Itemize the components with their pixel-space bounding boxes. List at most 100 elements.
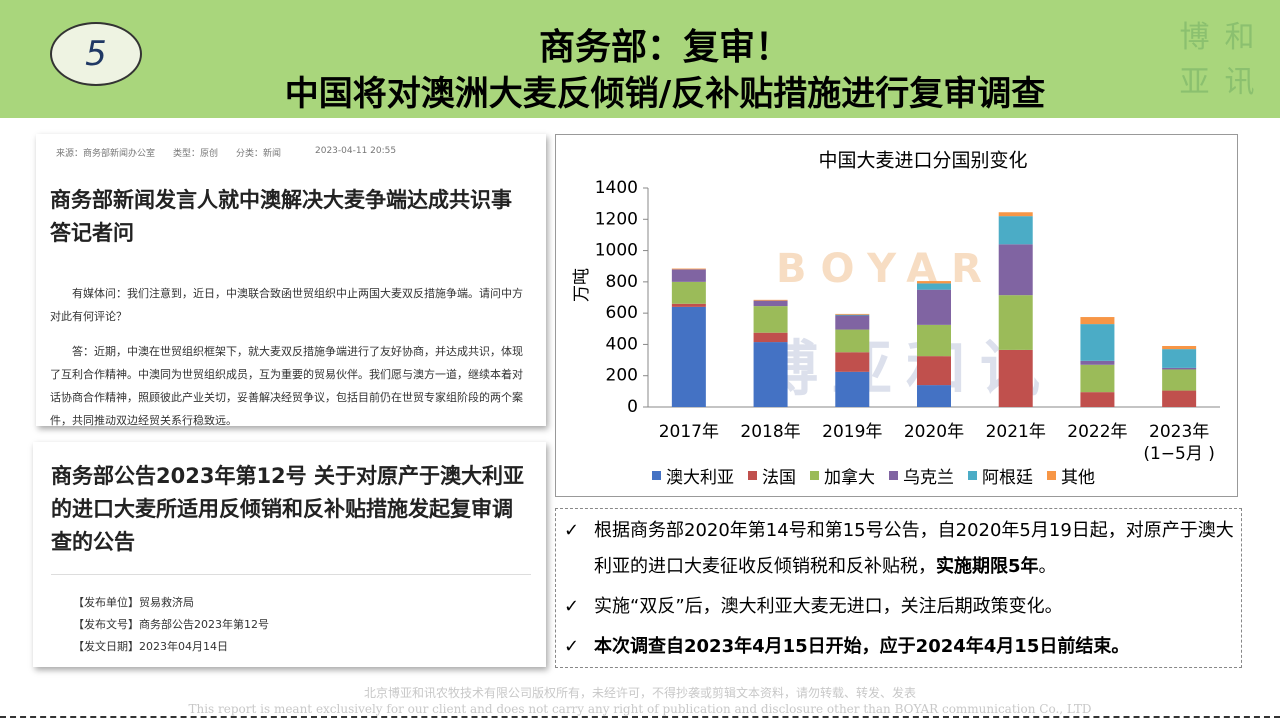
bar-segment [753, 300, 788, 307]
field: 【发布文号】商务部公告2023年第12号 [73, 618, 269, 631]
bar-segment [998, 212, 1033, 217]
bar-segment [1162, 367, 1197, 370]
logo-char: 亚 [1179, 65, 1210, 100]
y-axis-label: 万吨 [572, 268, 592, 302]
legend-swatch [810, 471, 819, 480]
bar-segment [835, 371, 870, 407]
paragraph: 答：近期，中澳在世贸组织框架下，就大麦双反措施争端进行了友好协商，并达成共识，体… [50, 345, 523, 426]
bar-segment [998, 295, 1033, 350]
legend-label: 其他 [1061, 468, 1095, 488]
legend-item: 其他 [1047, 463, 1095, 488]
chart-title: 中国大麦进口分国别变化 [818, 150, 1027, 172]
bar-segment [917, 281, 951, 284]
note-text: 根据商务部2020年第14号和第15号公告，自2020年5月19日起，对原产于澳… [594, 520, 1234, 577]
bar-segment [835, 314, 870, 316]
x-tick-label: 2021年 [985, 422, 1046, 442]
bar-segment [1162, 345, 1197, 350]
y-tick-label: 0 [627, 397, 638, 417]
header-bar [0, 0, 1280, 118]
bar-segment [753, 342, 788, 407]
article-screenshot: 来源：商务部新闻办公室 类型：原创 分类：新闻 2023-04-11 20:55… [36, 134, 546, 426]
bar-segment [998, 216, 1033, 245]
legend-item: 澳大利亚 [652, 463, 734, 488]
legend-swatch [968, 471, 977, 480]
note-text: 实施期限5年 [936, 556, 1039, 577]
y-tick-label: 1200 [595, 209, 638, 229]
note-text: 实施“双反”后，澳大利亚大麦无进口，关注后期政策变化。 [594, 596, 1063, 617]
notice-screenshot: 商务部公告2023年第12号 关于对原产于澳大利亚的进口大麦所适用反倾销和反补贴… [33, 442, 546, 667]
x-tick-label: 2018年 [740, 422, 801, 442]
bar-segment [1080, 364, 1115, 393]
bar-segment [671, 306, 706, 407]
field: 【发布单位】贸易救济局 [73, 596, 194, 609]
article-body: 有媒体问：我们注意到，近日，中澳联合致函世贸组织中止两国大麦双反措施争端。请问中… [50, 282, 532, 426]
bar-segment [1080, 392, 1115, 407]
bar-segment [917, 289, 951, 325]
bar-segment [998, 244, 1033, 296]
legend-label: 乌克兰 [903, 468, 954, 488]
x-tick-label: 2017年 [658, 422, 719, 442]
bottom-rule [0, 716, 1280, 718]
logo: 博和亚讯 [1172, 12, 1262, 102]
legend-item: 加拿大 [810, 463, 875, 488]
legend-swatch [1047, 471, 1056, 480]
bar-segment [917, 283, 951, 290]
bar-segment [835, 313, 870, 315]
bar-segment [671, 303, 706, 307]
legend-label: 澳大利亚 [666, 468, 734, 488]
subtitle: 中国将对澳洲大麦反倾销/反补贴措施进行复审调查 [284, 74, 1046, 114]
notes-box: ✓ 根据商务部2020年第14号和第15号公告，自2020年5月19日起，对原产于… [555, 508, 1242, 668]
bar-segment [671, 269, 706, 282]
bar-segment [1162, 349, 1197, 368]
bar-segment [917, 356, 951, 386]
chart: BOYAR 博亚和讯 中国大麦进口分国别变化 万吨 0 200 400 600 800 1… [572, 150, 1220, 417]
legend-swatch [652, 471, 661, 480]
legend-label: 阿根廷 [982, 468, 1033, 488]
bar-segment [835, 352, 870, 372]
bar-segment [835, 329, 870, 353]
bar-segment [998, 349, 1033, 407]
legend-swatch [748, 471, 757, 480]
bar-segment [671, 281, 706, 304]
paragraph: 有媒体问：我们注意到，近日，中澳联合致函世贸组织中止两国大麦双反措施争端。请问中… [50, 287, 523, 323]
y-tick-label: 200 [606, 366, 638, 386]
title: 商务部：复审！ [538, 27, 791, 68]
legend-label: 加拿大 [824, 468, 875, 488]
logo-char: 讯 [1224, 65, 1255, 100]
y-tick-label: 800 [606, 272, 638, 292]
divider [51, 574, 531, 575]
bar-segment [1162, 390, 1197, 407]
notice-heading: 商务部公告2023年第12号 关于对原产于澳大利亚的进口大麦所适用反倾销和反补贴… [51, 464, 524, 554]
x-tick-label: 2020年 [903, 422, 965, 442]
note: ✓ 根据商务部2020年第14号和第15号公告，自2020年5月19日起，对原产于… [556, 513, 1237, 585]
x-tick-label: 2023年 (1−5月 ) [1143, 422, 1215, 464]
footer-en: This report is meant exclusively for our… [188, 702, 1092, 716]
bar-segment [753, 306, 788, 333]
legend: 澳大利亚 法国 加拿大 乌克兰 阿根廷 其他 [652, 463, 1095, 488]
bar-segment [753, 299, 788, 301]
legend-item: 乌克兰 [889, 463, 954, 488]
bar-segment [753, 332, 788, 343]
note: ✓ 实施“双反”后，澳大利亚大麦无进口，关注后期政策变化。 [556, 589, 1237, 625]
legend-label: 法国 [762, 468, 796, 488]
y-tick-label: 600 [606, 303, 638, 323]
slide-number: 5 [50, 22, 142, 86]
check-mark: ✓ [564, 520, 580, 541]
bar-segment [917, 324, 951, 357]
article-date: 2023-04-11 20:55 [315, 146, 397, 156]
check-mark: ✓ [564, 596, 580, 617]
article-heading: 商务部新闻发言人就中澳解决大麦争端达成共识事答记者问 [50, 188, 512, 245]
footer-cn: 北京博亚和讯农牧技术有限公司版权所有，未经许可，不得抄袭或剪辑文本资料，请勿转载… [363, 686, 916, 700]
note-text: 本次调查自2023年4月15日开始，应于2024年4月15日前结束。 [594, 636, 1130, 657]
y-tick-label: 400 [606, 334, 638, 354]
bar-segment [1080, 324, 1115, 361]
x-tick-label: 2019年 [822, 422, 883, 442]
x-tick-label: 2022年 [1067, 422, 1128, 442]
bar-segment [1080, 317, 1115, 325]
watermark: 博亚和讯 [758, 335, 1054, 405]
logo-char: 和 [1224, 20, 1255, 55]
notice-fields: 【发布单位】贸易救济局 【发布文号】商务部公告2023年第12号 【发文日期】202… [73, 592, 269, 658]
legend-item: 阿根廷 [968, 463, 1033, 488]
chart-panel: BOYAR 博亚和讯 中国大麦进口分国别变化 万吨 0 200 400 600 800 1… [555, 134, 1238, 497]
